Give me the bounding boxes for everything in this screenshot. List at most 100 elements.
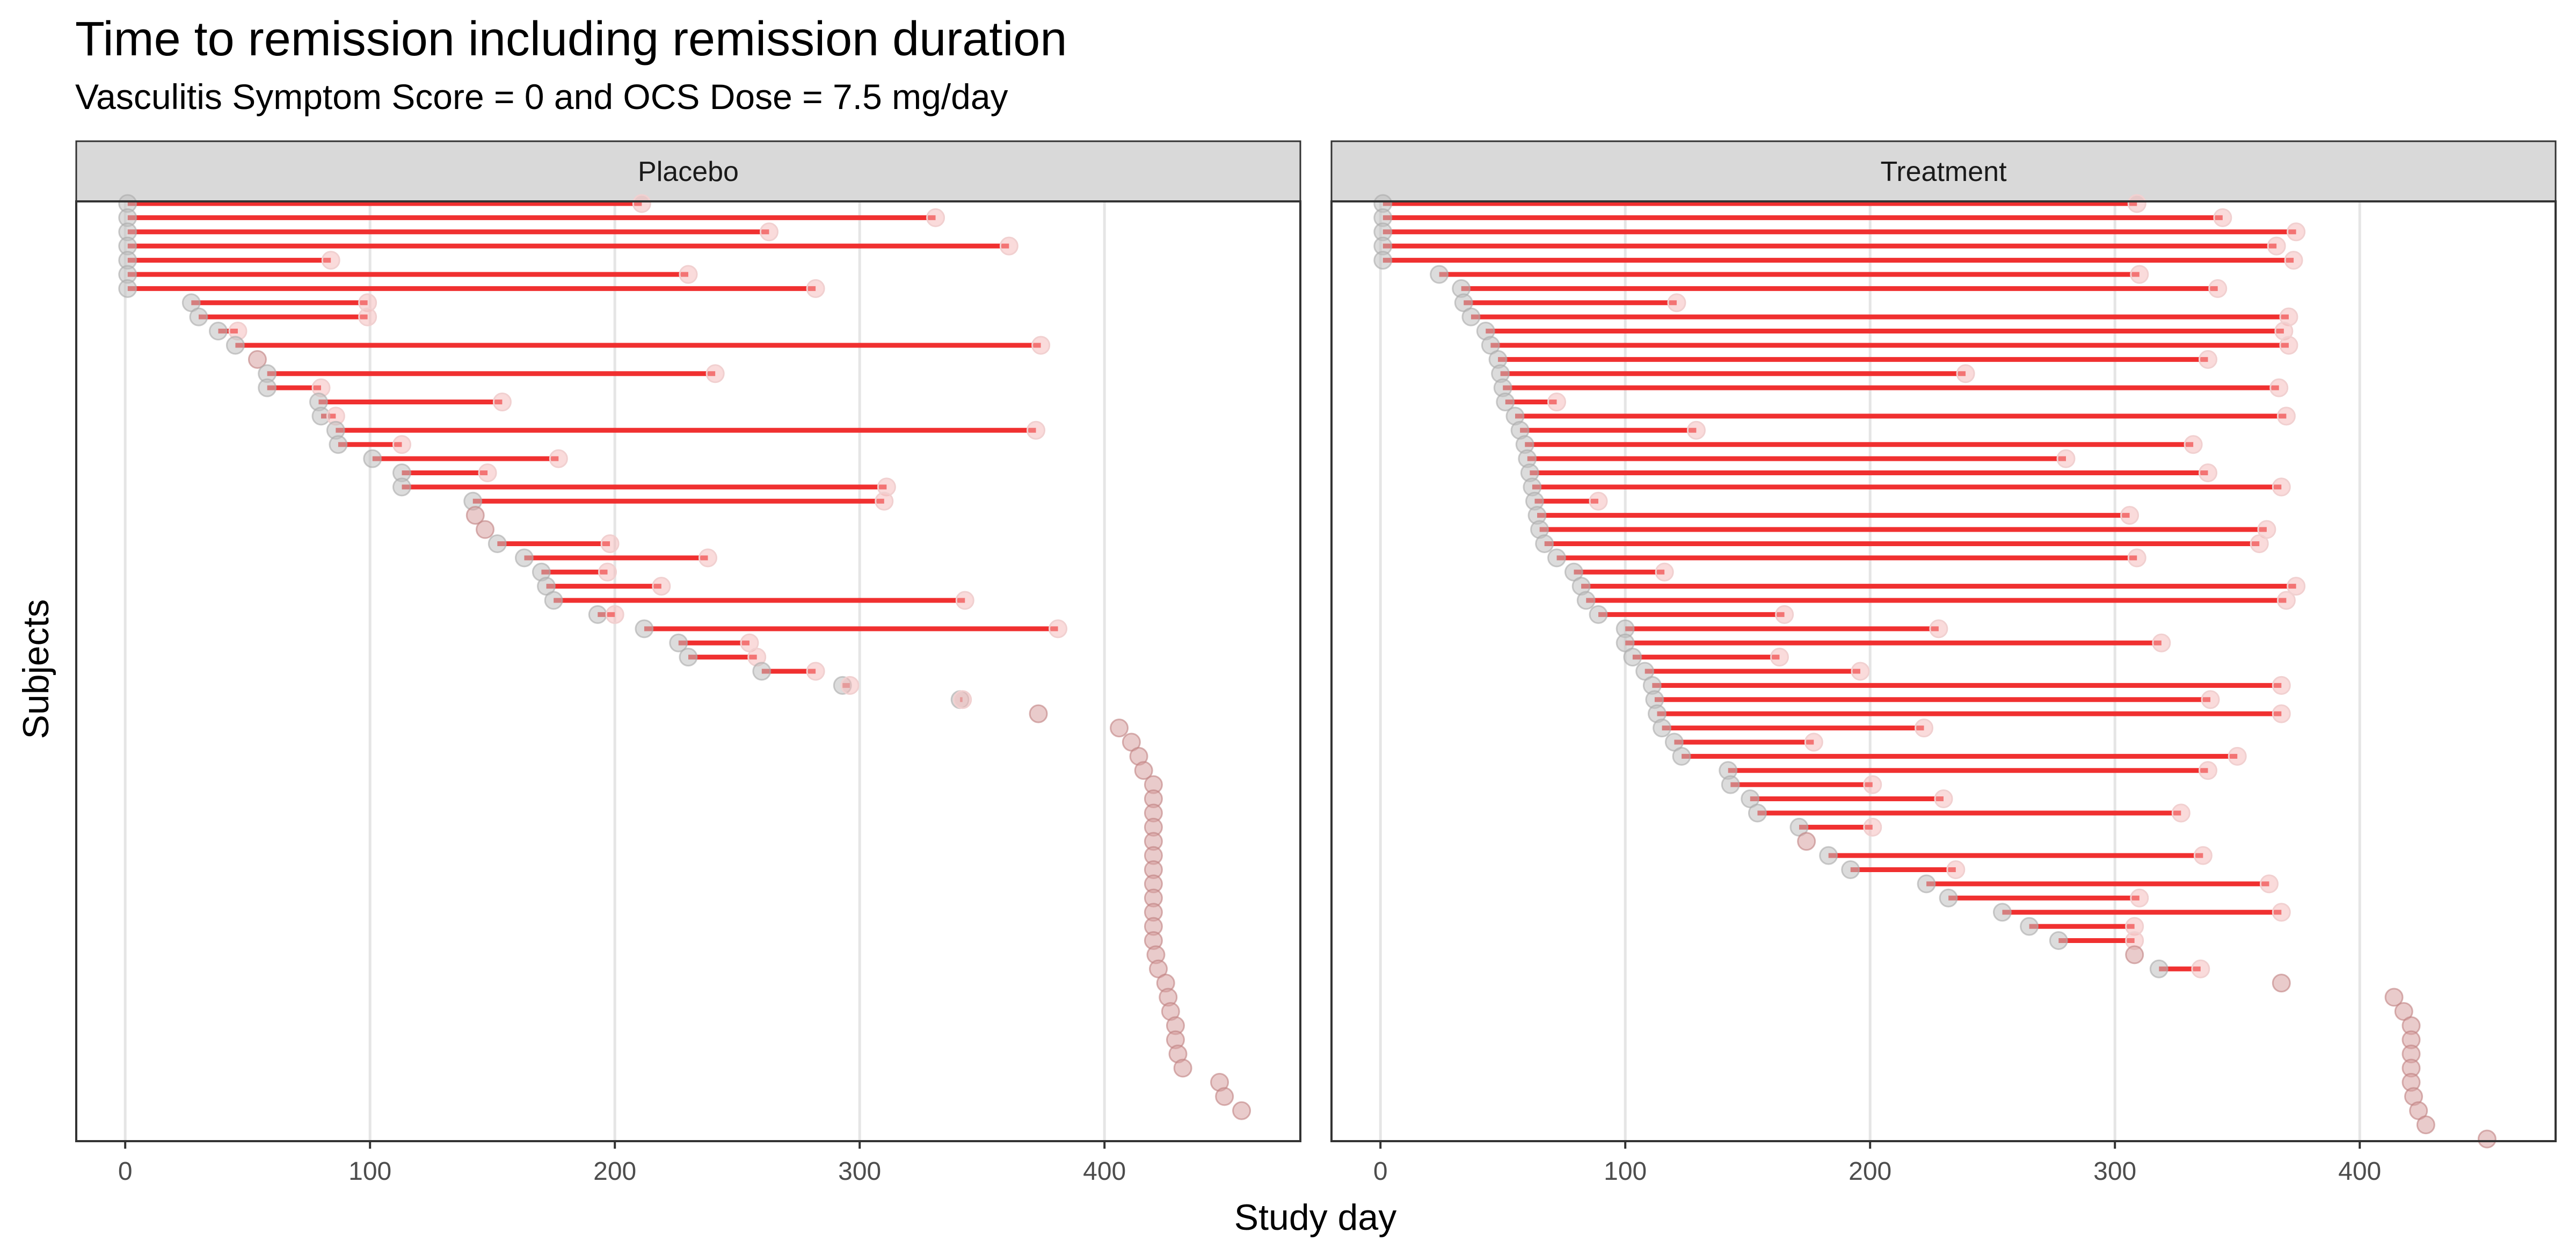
no-remission-point [2272, 974, 2291, 993]
remission-end-point [2198, 463, 2217, 482]
remission-start-point [1373, 251, 1393, 270]
x-tick-label: 400 [2338, 1157, 2381, 1186]
remission-start-point [1721, 775, 1740, 794]
remission-start-point [544, 591, 563, 610]
remission-end-point [1589, 491, 1608, 511]
remission-start-point [588, 605, 607, 624]
panel-background [1331, 201, 2556, 1141]
remission-start-point [1819, 846, 1838, 865]
remission-start-point [208, 322, 228, 341]
remission-end-point [2267, 236, 2286, 256]
remission-end-point [652, 577, 671, 596]
remission-end-point [1547, 393, 1567, 412]
remission-start-point [752, 662, 772, 681]
remission-end-point [2193, 846, 2213, 865]
remission-end-point [2127, 194, 2146, 213]
no-remission-point [476, 520, 495, 539]
remission-end-point [759, 222, 778, 242]
remission-end-point [1049, 619, 1068, 639]
remission-end-point [1863, 817, 1882, 837]
remission-end-point [875, 491, 894, 511]
remission-end-point [1929, 619, 1948, 639]
remission-end-point [1915, 719, 1934, 738]
remission-start-point [1496, 393, 1515, 412]
x-tick-label: 300 [838, 1157, 881, 1186]
chart-subtitle: Vasculitis Symptom Score = 0 and OCS Dos… [75, 77, 1008, 117]
remission-end-point [2272, 903, 2291, 922]
remission-start-point [1547, 548, 1567, 568]
no-remission-point [1173, 1058, 1192, 1078]
remission-end-point [1934, 789, 1953, 809]
remission-start-point [1653, 719, 1672, 738]
remission-start-point [118, 279, 137, 298]
remission-end-point [2198, 350, 2217, 369]
remission-end-point [2228, 746, 2247, 766]
remission-end-point [1804, 732, 1823, 752]
remission-end-point [1851, 662, 1870, 681]
remission-end-point [2276, 591, 2296, 610]
remission-start-point [1841, 860, 1860, 880]
panel-border [1330, 200, 2557, 1142]
remission-end-point [2284, 251, 2303, 270]
remission-end-point [2191, 959, 2210, 978]
panel-strip-label: Placebo [638, 156, 739, 187]
no-remission-point [1797, 832, 1816, 851]
x-tick-label: 400 [1083, 1157, 1126, 1186]
x-tick-label: 200 [593, 1157, 636, 1186]
x-tick-label: 100 [348, 1157, 391, 1186]
remission-end-point [1863, 775, 1882, 794]
remission-start-point [1535, 534, 1554, 553]
remission-end-point [1775, 605, 1794, 624]
no-remission-point [248, 350, 267, 369]
no-remission-point [2384, 988, 2404, 1007]
remission-end-point [2272, 477, 2291, 497]
remission-end-point [1667, 293, 1686, 313]
remission-start-point [1672, 746, 1691, 766]
remission-start-point [1461, 307, 1481, 327]
remission-end-point [632, 194, 651, 213]
remission-end-point [598, 562, 617, 582]
remission-end-point [2127, 548, 2146, 568]
remission-end-point [2120, 506, 2140, 525]
remission-end-point [955, 591, 974, 610]
remission-end-point [1770, 648, 1789, 667]
remission-end-point [2213, 208, 2232, 227]
panel-background [76, 201, 1300, 1141]
y-axis-title: Subjects [16, 599, 56, 739]
remission-end-point [1956, 364, 1975, 383]
x-tick-label: 0 [118, 1157, 133, 1186]
remission-start-point [669, 633, 688, 652]
panel-treatment: Treatment 0 100 200 300 400 [1330, 140, 2557, 1186]
remission-end-point [600, 534, 620, 553]
remission-end-point [2184, 435, 2203, 454]
remission-end-point [1946, 860, 1966, 880]
remission-end-point [2250, 534, 2269, 553]
remission-start-point [1992, 903, 2012, 922]
remission-end-point [2198, 761, 2217, 780]
remission-end-point [806, 279, 825, 298]
no-remission-point [1110, 719, 1129, 738]
no-remission-point [2125, 945, 2144, 964]
remission-start-point [2020, 917, 2039, 936]
remission-start-point [514, 548, 534, 568]
x-tick-label: 300 [2093, 1157, 2136, 1186]
remission-end-point [840, 676, 860, 695]
remission-end-point [2276, 407, 2296, 426]
remission-end-point [705, 364, 725, 383]
no-remission-point [1232, 1101, 1251, 1120]
remission-start-point [2049, 931, 2068, 950]
no-remission-point [2416, 1115, 2435, 1135]
remission-end-point [358, 307, 377, 327]
remission-end-point [605, 605, 624, 624]
x-axis-title: Study day [1234, 1197, 1396, 1238]
remission-end-point [2130, 888, 2149, 908]
remission-start-point [363, 449, 382, 468]
remission-start-point [392, 477, 411, 497]
remission-start-point [225, 336, 245, 355]
remission-end-point [999, 236, 1018, 256]
remission-end-point [2152, 633, 2171, 652]
panel-strip [1330, 140, 2557, 202]
panel-border [75, 200, 1301, 1142]
remission-end-point [679, 265, 698, 284]
remission-end-point [549, 449, 568, 468]
